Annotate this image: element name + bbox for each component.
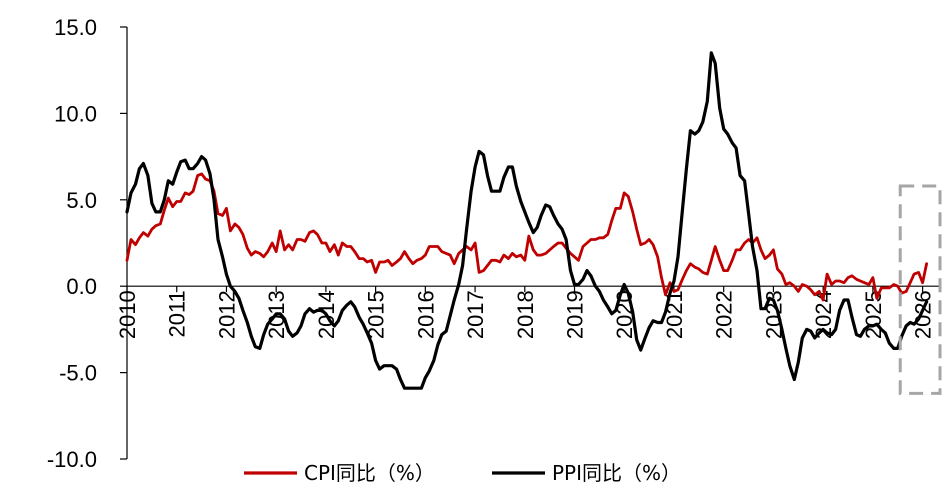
x-tick-label: 2018 — [513, 290, 538, 339]
highlight-box — [898, 184, 942, 395]
x-tick-label: 2016 — [413, 290, 438, 339]
legend-label-cpi: CPI同比（%） — [304, 461, 435, 485]
y-tick-label: -5.0 — [59, 361, 97, 386]
x-axis-ticks: 2010 2011 2012 2013 2014 2015 2016 2017 2018 2019… — [115, 286, 936, 339]
series-layer — [125, 51, 929, 390]
series-line-cpi — [125, 172, 928, 302]
y-tick-label: 0.0 — [66, 274, 97, 299]
x-tick-label: 2019 — [563, 290, 588, 339]
x-tick-label: 2022 — [712, 290, 737, 339]
x-tick-label: 2012 — [214, 290, 239, 339]
x-tick-label: 2017 — [463, 290, 488, 339]
legend: CPI同比（%） PPI同比（%） — [244, 461, 681, 485]
y-tick-label: -10.0 — [47, 447, 97, 472]
legend-label-ppi: PPI同比（%） — [552, 461, 681, 485]
y-tick-label: 5.0 — [66, 188, 97, 213]
y-tick-label: 15.0 — [54, 15, 97, 40]
x-tick-label: 2011 — [165, 290, 190, 337]
y-tick-label: 10.0 — [54, 101, 97, 126]
y-axis-ticks: 15.0 10.0 5.0 0.0 -5.0 -10.0 — [47, 15, 127, 472]
series-line-ppi — [125, 51, 929, 390]
x-tick-label: 2026 — [911, 290, 936, 339]
